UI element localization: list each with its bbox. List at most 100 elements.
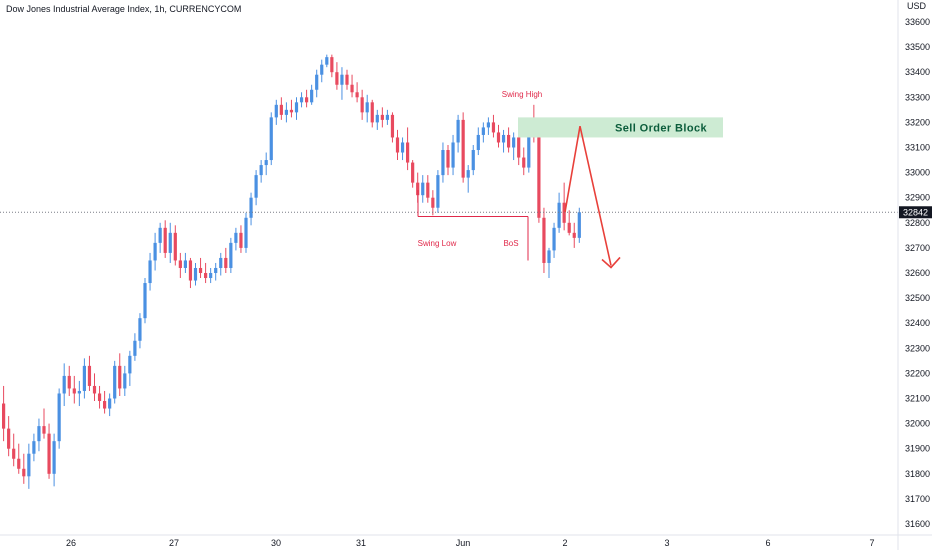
candle-body[interactable] [446, 150, 450, 168]
candle-body[interactable] [436, 175, 440, 208]
candle-body[interactable] [214, 267, 218, 273]
candle-body[interactable] [305, 97, 309, 103]
candle-body[interactable] [42, 426, 46, 434]
candle-body[interactable] [476, 134, 480, 151]
candle-body[interactable] [193, 267, 198, 281]
candle-body[interactable] [325, 57, 329, 65]
candle-body[interactable] [269, 117, 273, 161]
candle-body[interactable] [62, 375, 66, 394]
candle-body[interactable] [219, 257, 223, 268]
candle-body[interactable] [22, 468, 26, 477]
candle-body[interactable] [57, 393, 61, 442]
candle-body[interactable] [249, 197, 253, 218]
candle-body[interactable] [12, 448, 16, 459]
candle-body[interactable] [294, 102, 299, 113]
candle-body[interactable] [552, 227, 556, 251]
candle-body[interactable] [158, 227, 162, 243]
candle-body[interactable] [330, 57, 334, 73]
candle-body[interactable] [431, 197, 435, 208]
candle-body[interactable] [355, 92, 359, 98]
candle-body[interactable] [547, 250, 551, 263]
candle-body[interactable] [224, 257, 228, 268]
candle-body[interactable] [491, 122, 496, 133]
candle-body[interactable] [507, 134, 511, 148]
candle-body[interactable] [441, 150, 445, 176]
candle-body[interactable] [395, 137, 400, 153]
candle-body[interactable] [17, 458, 21, 469]
candle-body[interactable] [82, 365, 86, 391]
candle-body[interactable] [562, 202, 566, 223]
plot-area[interactable]: 32842 Sell Order Block Swing High Swing Low… [0, 54, 932, 489]
candle-body[interactable] [118, 365, 122, 389]
candle-body[interactable] [47, 433, 51, 474]
candle-body[interactable] [173, 232, 177, 261]
candle-body[interactable] [572, 232, 576, 238]
candle-body[interactable] [234, 232, 238, 243]
candle-body[interactable] [370, 102, 374, 123]
candle-body[interactable] [426, 182, 430, 198]
candle-body[interactable] [52, 441, 56, 474]
candle-body[interactable] [264, 160, 268, 166]
candle-body[interactable] [496, 132, 501, 143]
time-axis[interactable]: 26 27 30 31 Jun 2 3 6 7 [66, 538, 875, 548]
candle-body[interactable] [163, 227, 167, 253]
candle-body[interactable] [320, 64, 324, 75]
candle-body[interactable] [390, 114, 395, 138]
candle-body[interactable] [229, 242, 233, 268]
candle-body[interactable] [416, 182, 420, 196]
candle-body[interactable] [87, 365, 92, 386]
candle-body[interactable] [557, 202, 561, 228]
price-axis[interactable]: 31600 31700 31800 31900 32000 32100 32200 32300… [905, 17, 930, 529]
candle-body[interactable] [97, 393, 102, 402]
candle-body[interactable] [577, 212, 581, 238]
candle-body[interactable] [527, 129, 531, 168]
candle-body[interactable] [350, 84, 354, 93]
candle-body[interactable] [259, 165, 263, 176]
candle-body[interactable] [92, 385, 97, 394]
candle-body[interactable] [345, 74, 349, 85]
candle-body[interactable] [274, 104, 278, 118]
candle-body[interactable] [204, 273, 208, 279]
candle-body[interactable] [299, 97, 304, 103]
candle-body[interactable] [123, 373, 127, 389]
candle-body[interactable] [466, 170, 470, 178]
candle-body[interactable] [279, 104, 283, 115]
candle-body[interactable] [178, 260, 182, 268]
candle-body[interactable] [385, 114, 389, 120]
candle-body[interactable] [421, 182, 425, 196]
candle-body[interactable] [103, 401, 107, 409]
candle-body[interactable] [461, 119, 465, 178]
candle-body[interactable] [406, 142, 410, 163]
candle-body[interactable] [153, 242, 157, 261]
candle-body[interactable] [310, 89, 314, 103]
candle-body[interactable] [133, 340, 137, 356]
candle-body[interactable] [537, 137, 541, 218]
candle-body[interactable] [188, 260, 193, 281]
sell-order-block-zone[interactable] [518, 117, 723, 138]
candle-body[interactable] [239, 232, 243, 248]
candle-body[interactable] [128, 355, 132, 374]
candle-body[interactable] [72, 388, 76, 394]
candle-body[interactable] [501, 134, 506, 143]
candle-body[interactable] [486, 122, 490, 128]
candle-body[interactable] [400, 142, 405, 153]
candle-body[interactable] [542, 217, 546, 263]
candle-body[interactable] [481, 127, 485, 135]
candle-body[interactable] [512, 137, 516, 148]
candle-body[interactable] [108, 398, 112, 409]
candle-body[interactable] [37, 426, 41, 442]
candle-body[interactable] [168, 232, 172, 253]
candle-body[interactable] [411, 162, 415, 183]
candle-body[interactable] [315, 74, 319, 90]
candle-body[interactable] [289, 109, 294, 113]
candle-body[interactable] [32, 441, 36, 454]
candle-body[interactable] [198, 267, 203, 273]
candle-body[interactable] [335, 72, 339, 85]
candle-body[interactable] [284, 109, 288, 115]
candle-body[interactable] [340, 74, 344, 85]
candle-body[interactable] [567, 222, 571, 233]
candle-body[interactable] [456, 119, 460, 143]
candle-body[interactable] [27, 453, 31, 477]
candle-body[interactable] [517, 137, 521, 158]
candle-body[interactable] [209, 273, 213, 279]
